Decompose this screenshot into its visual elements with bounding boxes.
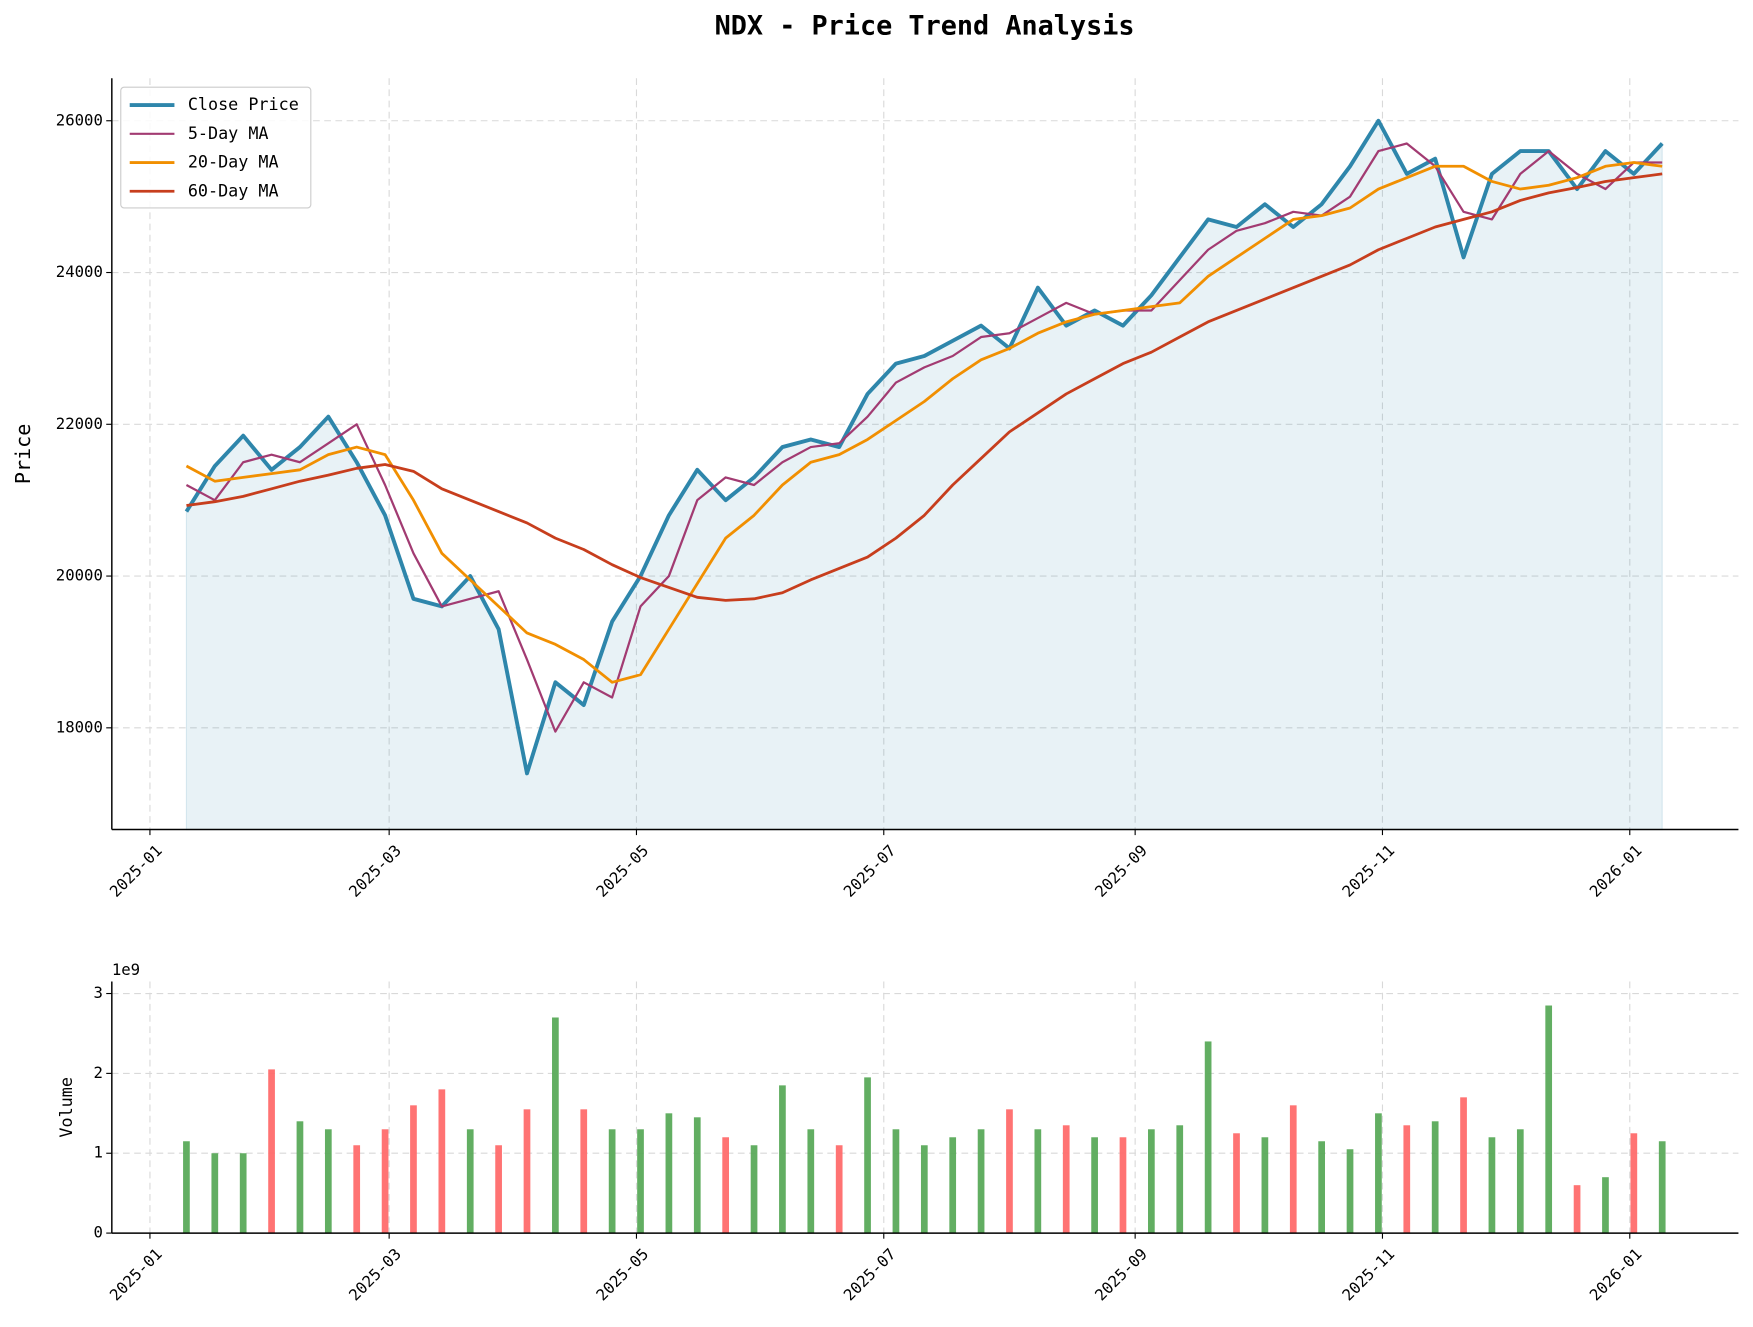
volume-bar	[864, 1077, 871, 1234]
series-line	[184, 118, 1664, 776]
legend-label: Close Price	[188, 94, 299, 114]
volume-bar	[495, 1145, 502, 1234]
volume-bar	[410, 1105, 417, 1234]
volume-bar	[637, 1129, 644, 1234]
volume-bar	[693, 1117, 701, 1234]
volume-bar	[1346, 1149, 1354, 1234]
volume-bar	[552, 1017, 559, 1234]
volume-bar	[1204, 1041, 1212, 1234]
legend: Close Price 5-Day MA 20-Day MA 60-Day MA	[120, 86, 312, 209]
volume-bar	[949, 1137, 957, 1234]
volume-bar	[580, 1109, 588, 1234]
legend-box	[120, 86, 312, 209]
series-line	[185, 142, 1663, 733]
x-tick-label: 2025-07	[840, 841, 900, 901]
y-tick-label: 0	[93, 1223, 102, 1242]
y-tick-label: 20000	[56, 566, 103, 585]
volume-bar	[920, 1145, 928, 1234]
volume-bar	[381, 1129, 389, 1234]
volume-bar	[1516, 1129, 1524, 1234]
volume-bar	[1602, 1177, 1609, 1234]
volume-bar	[1460, 1097, 1467, 1234]
volume-bar	[665, 1113, 673, 1234]
volume-bar	[1034, 1129, 1042, 1234]
y-tick-label: 2	[93, 1063, 102, 1082]
y-axis-label: Volume	[56, 1077, 76, 1138]
volume-bar	[1403, 1125, 1411, 1234]
volume-bar	[1658, 1141, 1666, 1234]
series-line	[186, 172, 1663, 602]
y-tick-label: 22000	[56, 414, 103, 433]
volume-bar	[1233, 1133, 1240, 1234]
x-tick-label: 2026-01	[1586, 1244, 1646, 1304]
volume-bar	[977, 1129, 985, 1234]
x-tick-label: 2025-01	[106, 1244, 166, 1304]
volume-bar	[722, 1137, 730, 1234]
y-tick-label: 3	[93, 983, 102, 1002]
volume-bar	[1176, 1125, 1184, 1234]
chart-title: NDX - Price Trend Analysis	[715, 10, 1135, 41]
volume-bar	[466, 1129, 474, 1234]
volume-bar	[779, 1085, 786, 1234]
x-tick-label: 2025-01	[106, 841, 166, 901]
volume-bar	[1630, 1133, 1638, 1234]
volume-bar	[807, 1129, 815, 1234]
volume-bar	[438, 1089, 446, 1234]
legend-label: 5-Day MA	[188, 123, 269, 143]
volume-bar	[1261, 1137, 1269, 1234]
legend-label: 20-Day MA	[188, 152, 279, 172]
volume-bar	[1488, 1137, 1496, 1234]
x-tick-label: 2025-09	[1091, 1244, 1151, 1304]
volume-bar	[1091, 1137, 1098, 1234]
x-tick-label: 2025-09	[1091, 841, 1151, 901]
volume-bar	[1289, 1105, 1297, 1234]
series-line	[185, 161, 1663, 684]
volume-bar	[183, 1141, 190, 1234]
volume-bar	[892, 1129, 900, 1234]
volume-bar	[324, 1129, 332, 1234]
volume-bar	[296, 1121, 304, 1234]
legend-label: 60-Day MA	[188, 180, 279, 200]
volume-bar	[1318, 1141, 1326, 1234]
y-tick-label: 24000	[56, 262, 103, 281]
volume-bar	[750, 1145, 758, 1234]
close-area	[185, 119, 1663, 831]
volume-bar	[608, 1129, 616, 1234]
x-tick-label: 2025-05	[592, 1244, 652, 1304]
volume-bar	[353, 1145, 361, 1234]
x-tick-label: 2025-05	[592, 841, 652, 901]
volume-bar	[1062, 1125, 1070, 1234]
volume-bar	[1431, 1121, 1439, 1234]
volume-bar	[211, 1153, 219, 1234]
y-tick-label: 1	[93, 1143, 102, 1162]
x-tick-label: 2025-03	[345, 841, 405, 901]
x-tick-label: 2025-07	[840, 1244, 900, 1304]
y-tick-label: 26000	[56, 110, 103, 129]
y-tick-label: 18000	[56, 717, 103, 736]
volume-bar	[835, 1145, 843, 1234]
offset-label: 1e9	[112, 960, 140, 979]
volume-bar	[1006, 1109, 1013, 1234]
volume-bar	[1119, 1137, 1127, 1234]
volume-bar	[1375, 1113, 1382, 1234]
volume-bar	[239, 1153, 247, 1234]
x-tick-label: 2025-03	[345, 1244, 405, 1304]
volume-bar	[1148, 1129, 1155, 1234]
volume-bar	[1573, 1185, 1581, 1234]
x-tick-label: 2025-11	[1338, 1244, 1398, 1304]
volume-bar	[1545, 1005, 1553, 1234]
volume-bar	[268, 1069, 275, 1234]
x-tick-label: 2026-01	[1586, 841, 1646, 901]
x-tick-label: 2025-11	[1338, 841, 1398, 901]
y-axis-label: Price	[11, 424, 35, 485]
volume-bar	[523, 1109, 531, 1234]
